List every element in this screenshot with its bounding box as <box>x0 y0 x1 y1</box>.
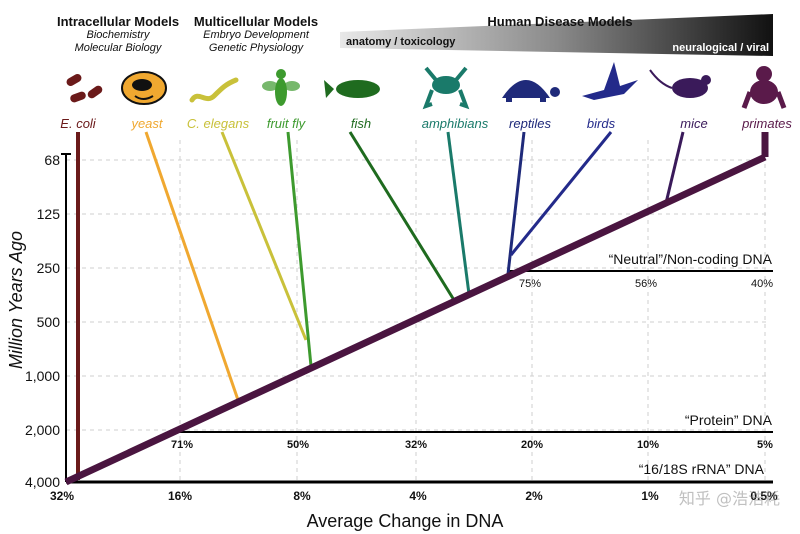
anatomy-neurological-wedge <box>340 14 773 56</box>
header-multicellular: Multicellular Models Embryo Development … <box>188 14 324 55</box>
protein-scale-label: “Protein” DNA <box>685 412 773 428</box>
header-intracellular: Intracellular Models Biochemistry Molecu… <box>48 14 188 55</box>
bird-icon <box>582 62 638 100</box>
branch-mice <box>664 131 685 204</box>
x-tick-1: 1% <box>641 489 659 503</box>
x-tick-16: 16% <box>168 489 192 503</box>
label-primates: primates <box>741 116 792 131</box>
branch-yeast <box>144 131 240 401</box>
branch-reptiles <box>506 131 526 275</box>
x-tick-4: 4% <box>409 489 427 503</box>
x-axis-label: Average Change in DNA <box>307 511 504 531</box>
header-multicellular-sub1: Embryo Development <box>203 29 309 41</box>
header-intracellular-title: Intracellular Models <box>56 14 180 29</box>
branch-fish <box>348 131 456 301</box>
bacteria-icon <box>66 74 103 103</box>
yeast-cell-icon <box>121 71 167 105</box>
primate-icon <box>741 66 787 109</box>
label-yeast: yeast <box>130 116 163 131</box>
header-intracellular-sub1: Biochemistry <box>86 29 150 41</box>
x-tick-05: 0.5% <box>750 489 778 503</box>
header-human-disease: Human Disease Models <box>470 14 650 29</box>
y-tick-4000: 4,000 <box>25 474 60 490</box>
label-mice: mice <box>680 116 707 131</box>
neutral-tick-75: 75% <box>519 278 541 290</box>
wedge-right-label: neuralogical / viral <box>672 42 769 54</box>
neutral-scale-label: “Neutral”/Non-coding DNA <box>609 251 773 267</box>
y-tick-2000: 2,000 <box>25 422 60 438</box>
protein-tick-32: 32% <box>405 439 427 451</box>
label-birds: birds <box>587 116 616 131</box>
label-celegans: C. elegans <box>187 116 250 131</box>
x-tick-8: 8% <box>293 489 311 503</box>
watermark: 知乎 @浩浩耗 <box>678 489 780 508</box>
turtle-icon <box>502 80 560 102</box>
y-tick-500: 500 <box>37 314 61 330</box>
y-tick-1000: 1,000 <box>25 368 60 384</box>
label-reptiles: reptiles <box>509 116 551 131</box>
y-tick-250: 250 <box>37 260 61 276</box>
protein-tick-50: 50% <box>287 439 309 451</box>
worm-icon <box>189 77 239 103</box>
x-tick-32: 32% <box>50 489 74 503</box>
branch-fruitfly <box>286 131 313 367</box>
label-amphibians: amphibians <box>422 116 489 131</box>
protein-tick-71: 71% <box>171 439 193 451</box>
fly-icon <box>262 69 300 106</box>
trunk <box>64 153 767 486</box>
rrna-scale-label: “16/18S rRNA” DNA <box>639 461 765 477</box>
protein-tick-10: 10% <box>637 439 659 451</box>
header-human-title: Human Disease Models <box>487 14 633 29</box>
branches <box>64 131 769 486</box>
y-axis-label: Million Years Ago <box>6 231 26 369</box>
label-fruitfly: fruit fly <box>267 116 307 131</box>
label-ecoli: E. coli <box>60 116 97 131</box>
neutral-tick-40: 40% <box>751 278 773 290</box>
x-tick-2: 2% <box>525 489 543 503</box>
wedge-left-label: anatomy / toxicology <box>346 36 456 48</box>
branch-celegans <box>220 131 308 341</box>
protein-tick-5: 5% <box>757 439 773 451</box>
header-multicellular-title: Multicellular Models <box>193 14 319 29</box>
neutral-tick-56: 56% <box>635 278 657 290</box>
label-fish: fish <box>351 116 371 131</box>
fish-icon <box>324 80 380 98</box>
header-multicellular-sub2: Genetic Physiology <box>208 42 304 54</box>
y-tick-125: 125 <box>37 206 61 222</box>
mouse-icon <box>649 69 711 98</box>
protein-tick-20: 20% <box>521 439 543 451</box>
header-intracellular-sub2: Molecular Biology <box>74 42 162 54</box>
frog-icon <box>422 66 470 110</box>
branch-birds <box>509 131 613 256</box>
y-tick-68: 68 <box>44 152 60 168</box>
branch-amphibians <box>446 131 471 295</box>
